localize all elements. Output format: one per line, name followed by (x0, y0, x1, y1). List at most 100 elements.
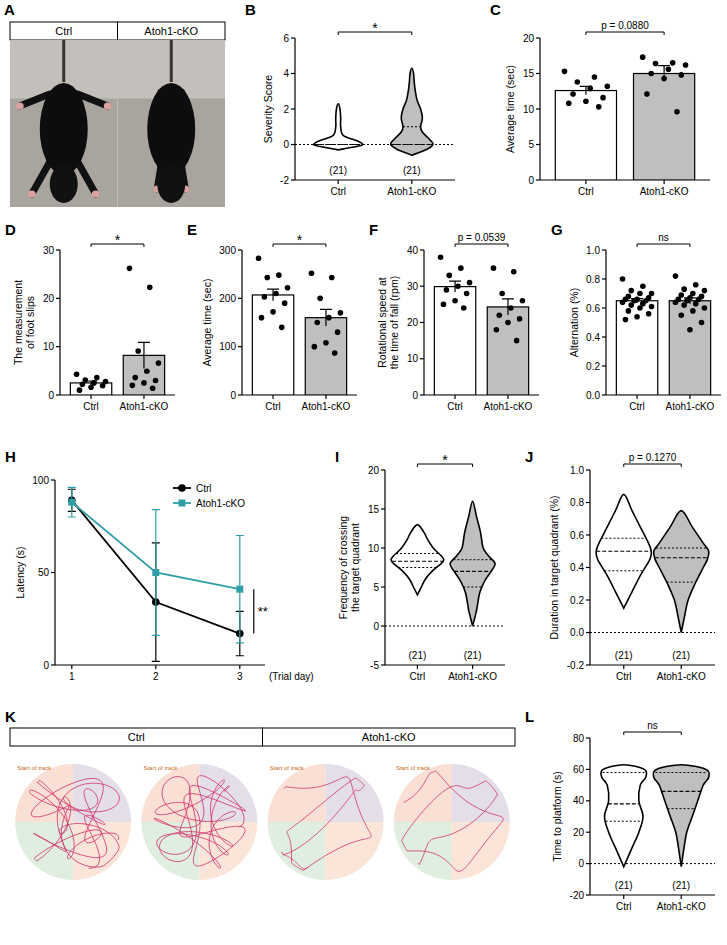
body (40, 83, 88, 175)
data-point (276, 272, 282, 278)
data-point (514, 338, 520, 344)
x-tick-label: Ctrl (83, 401, 99, 412)
data-point (264, 275, 270, 281)
plot-area (616, 273, 710, 395)
q1-line (604, 570, 643, 571)
x-tick (507, 395, 508, 399)
bar (434, 287, 475, 395)
panel-letter: D (5, 221, 16, 238)
y-axis-line (605, 250, 606, 395)
x-axis-line (385, 664, 505, 665)
title-line: the time of fall (rpm) (388, 276, 400, 369)
y-axis: 0102030The measurementof foot slips (12, 245, 60, 401)
plot-area (70, 266, 164, 395)
swim-track (154, 776, 246, 869)
y-tick-label: 50 (38, 567, 50, 578)
y-tick (586, 664, 590, 665)
x-tick-label: 1 (69, 671, 75, 682)
y-tick (381, 586, 385, 587)
y-tick (536, 108, 540, 109)
y-tick (586, 832, 590, 833)
x-tick-label: Ctrl (616, 901, 632, 912)
data-point (637, 305, 643, 311)
y-tick-label: 0 (48, 390, 54, 401)
median-line (392, 561, 443, 562)
y-tick (586, 632, 590, 633)
x-tick (663, 180, 664, 184)
plot-area (590, 494, 715, 632)
n-label: (21) (329, 165, 347, 176)
data-point (262, 294, 268, 300)
x-tick-label: Atoh1-cKO (657, 901, 706, 912)
data-point (687, 327, 693, 333)
data-point (135, 348, 141, 354)
data-point (100, 383, 106, 389)
plot-area (385, 501, 505, 626)
data-point (673, 273, 679, 279)
y-axis: -20246Severity Score (262, 33, 295, 186)
paw (92, 191, 100, 198)
annotation: p = 0.0539 (458, 232, 506, 243)
panel-letter: F (369, 221, 378, 238)
y-tick (586, 863, 590, 864)
significance: p = 0.0880 (586, 20, 664, 35)
y-axis-title: Frequency of crossingthe target quadrant (337, 516, 361, 619)
data-point (494, 327, 500, 333)
y-axis: -505101520Frequency of crossingthe targe… (337, 465, 385, 671)
swim-track (29, 778, 119, 868)
plot-area (68, 487, 244, 661)
track-caption: Start of track (143, 765, 178, 771)
panel-letter: H (5, 448, 16, 465)
data-point (441, 302, 447, 308)
violin (314, 104, 363, 150)
violin (450, 501, 495, 626)
y-tick-label: 100 (219, 341, 236, 352)
y-tick-label: 0.2 (586, 361, 600, 372)
bar (555, 91, 616, 180)
data-point (464, 291, 470, 297)
data-point (446, 273, 452, 279)
x-axis: 123(Trial day) (55, 665, 314, 682)
median-line (596, 551, 651, 552)
violin (653, 765, 709, 867)
data-point (681, 302, 687, 308)
y-tick-label: 1.0 (570, 465, 584, 476)
y-tick (586, 469, 590, 470)
x-tick (689, 395, 690, 399)
bar (252, 295, 293, 395)
data-point (273, 291, 279, 297)
data-point (626, 308, 632, 314)
x-tick (681, 895, 682, 899)
y-tick (420, 358, 424, 359)
y-tick-label: 0.6 (586, 303, 600, 314)
y-tick-label: 5 (528, 139, 534, 150)
panel-letter: K (5, 708, 16, 725)
header-label: Ctrl (128, 731, 145, 743)
y-axis-title: Average time (sec) (201, 279, 213, 367)
n-label: (21) (615, 650, 633, 661)
x-tick (239, 665, 240, 669)
bar (305, 318, 346, 395)
data-point (644, 91, 650, 97)
y-tick-label: 0.8 (586, 274, 600, 285)
data-point (683, 62, 689, 68)
y-tick-label: 0.4 (570, 562, 584, 573)
y-tick-label: 100 (32, 475, 49, 486)
x-axis: CtrlAtoh1-cKO (242, 395, 357, 412)
data-point (674, 109, 680, 115)
data-point (600, 95, 606, 101)
y-tick (381, 664, 385, 665)
data-point (605, 83, 611, 89)
data-point (648, 71, 654, 77)
data-point (508, 305, 514, 311)
data-point (670, 60, 676, 66)
x-tick-label: Atoh1-cKO (640, 186, 689, 197)
plot-area (434, 254, 528, 395)
q1-line (667, 582, 696, 583)
error-bar (152, 510, 160, 636)
x-tick (454, 395, 455, 399)
paw (104, 103, 112, 110)
y-axis-title: The measurementof foot slips (12, 280, 36, 365)
x-tick-label: Atoh1-cKO (483, 401, 532, 412)
y-tick-label: 80 (573, 733, 585, 744)
